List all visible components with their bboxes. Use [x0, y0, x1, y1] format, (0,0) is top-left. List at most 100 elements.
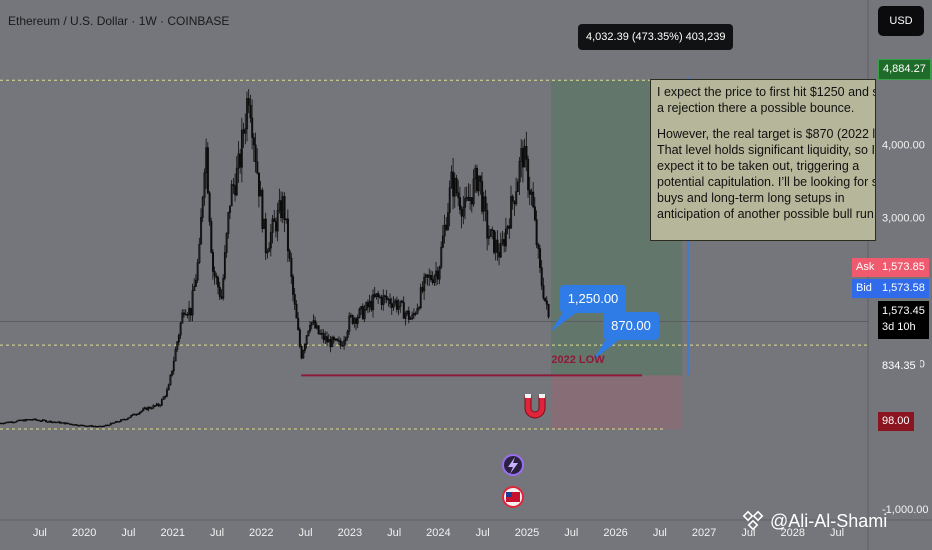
candle-body[interactable] [348, 315, 351, 332]
candle-body[interactable] [324, 336, 327, 341]
candle-body[interactable] [510, 196, 513, 229]
candle-body[interactable] [24, 419, 27, 422]
candle-body[interactable] [469, 197, 472, 202]
candle-body[interactable] [169, 374, 172, 386]
candle-body[interactable] [26, 419, 29, 421]
candle-body[interactable] [421, 287, 424, 292]
candle-body[interactable] [452, 171, 455, 197]
candle-body[interactable] [375, 293, 378, 298]
candle-body[interactable] [70, 423, 73, 426]
candle-body[interactable] [356, 317, 359, 324]
candle-body[interactable] [33, 418, 36, 421]
candle-body[interactable] [41, 419, 44, 422]
candle-body[interactable] [433, 275, 436, 283]
candle-body[interactable] [443, 224, 446, 237]
candle-body[interactable] [527, 158, 530, 191]
candle-body[interactable] [542, 285, 545, 299]
candle-body[interactable] [281, 196, 284, 219]
candle-body[interactable] [511, 196, 514, 202]
candle-body[interactable] [358, 308, 361, 318]
candle-body[interactable] [349, 315, 352, 317]
candle-body[interactable] [387, 298, 390, 301]
candle-body[interactable] [266, 251, 269, 254]
candle-body[interactable] [67, 422, 70, 425]
candle-body[interactable] [520, 148, 523, 162]
candle-body[interactable] [196, 262, 199, 281]
candle-body[interactable] [222, 277, 225, 299]
candle-body[interactable] [465, 196, 468, 199]
candle-body[interactable] [380, 297, 383, 306]
candle-body[interactable] [225, 233, 228, 253]
candle-body[interactable] [254, 144, 257, 163]
candle-body[interactable] [155, 403, 158, 407]
candle-body[interactable] [378, 296, 381, 298]
candle-body[interactable] [189, 307, 192, 316]
candle-body[interactable] [116, 421, 119, 423]
candle-body[interactable] [343, 340, 346, 347]
candle-body[interactable] [194, 279, 197, 287]
candle-body[interactable] [385, 296, 388, 301]
candle-body[interactable] [264, 218, 267, 254]
candle-body[interactable] [496, 239, 499, 253]
candle-body[interactable] [535, 219, 538, 245]
candle-body[interactable] [21, 419, 24, 422]
candle-body[interactable] [373, 294, 376, 298]
candle-body[interactable] [317, 325, 320, 335]
candle-body[interactable] [327, 339, 330, 343]
candle-body[interactable] [39, 420, 42, 422]
candle-body[interactable] [522, 148, 525, 168]
candle-body[interactable] [518, 161, 521, 183]
candle-body[interactable] [148, 406, 151, 409]
candle-body[interactable] [419, 287, 422, 309]
candle-body[interactable] [19, 419, 22, 422]
candle-body[interactable] [0, 422, 3, 425]
candle-body[interactable] [198, 243, 201, 263]
candle-body[interactable] [346, 331, 349, 338]
candle-body[interactable] [14, 421, 17, 423]
candle-body[interactable] [72, 424, 75, 426]
candle-body[interactable] [360, 306, 363, 310]
candle-body[interactable] [89, 425, 92, 427]
candle-body[interactable] [235, 167, 238, 196]
candle-body[interactable] [539, 248, 542, 268]
candle-body[interactable] [450, 171, 453, 189]
candle-body[interactable] [467, 196, 470, 202]
candle-body[interactable] [372, 294, 375, 311]
candle-body[interactable] [540, 267, 543, 286]
candle-body[interactable] [440, 246, 443, 268]
candle-body[interactable] [17, 419, 20, 422]
candle-body[interactable] [131, 413, 134, 416]
candle-body[interactable] [237, 153, 240, 169]
candle-body[interactable] [7, 421, 10, 424]
candle-body[interactable] [87, 425, 90, 428]
candle-body[interactable] [395, 300, 398, 310]
candle-body[interactable] [97, 425, 100, 428]
candle-body[interactable] [416, 308, 419, 314]
candle-body[interactable] [203, 172, 206, 198]
candle-body[interactable] [445, 224, 448, 230]
candle-body[interactable] [283, 196, 286, 221]
candle-body[interactable] [55, 421, 58, 424]
candle-body[interactable] [498, 252, 501, 258]
candle-body[interactable] [384, 295, 387, 297]
candle-body[interactable] [43, 419, 46, 421]
candle-body[interactable] [174, 349, 177, 362]
candle-body[interactable] [111, 422, 114, 425]
candle-body[interactable] [470, 197, 473, 205]
candle-body[interactable] [506, 225, 509, 230]
candle-body[interactable] [476, 167, 479, 192]
candle-body[interactable] [479, 175, 482, 182]
candle-body[interactable] [147, 406, 150, 411]
candle-body[interactable] [230, 184, 233, 207]
candle-body[interactable] [191, 290, 194, 316]
candle-body[interactable] [91, 425, 94, 427]
candle-body[interactable] [486, 210, 489, 239]
candle-body[interactable] [377, 293, 380, 298]
candle-body[interactable] [329, 339, 332, 348]
candle-body[interactable] [227, 212, 230, 234]
candle-body[interactable] [45, 420, 48, 423]
candle-body[interactable] [339, 340, 342, 346]
candle-body[interactable] [94, 425, 97, 428]
candle-body[interactable] [426, 274, 429, 278]
candle-body[interactable] [176, 341, 179, 350]
